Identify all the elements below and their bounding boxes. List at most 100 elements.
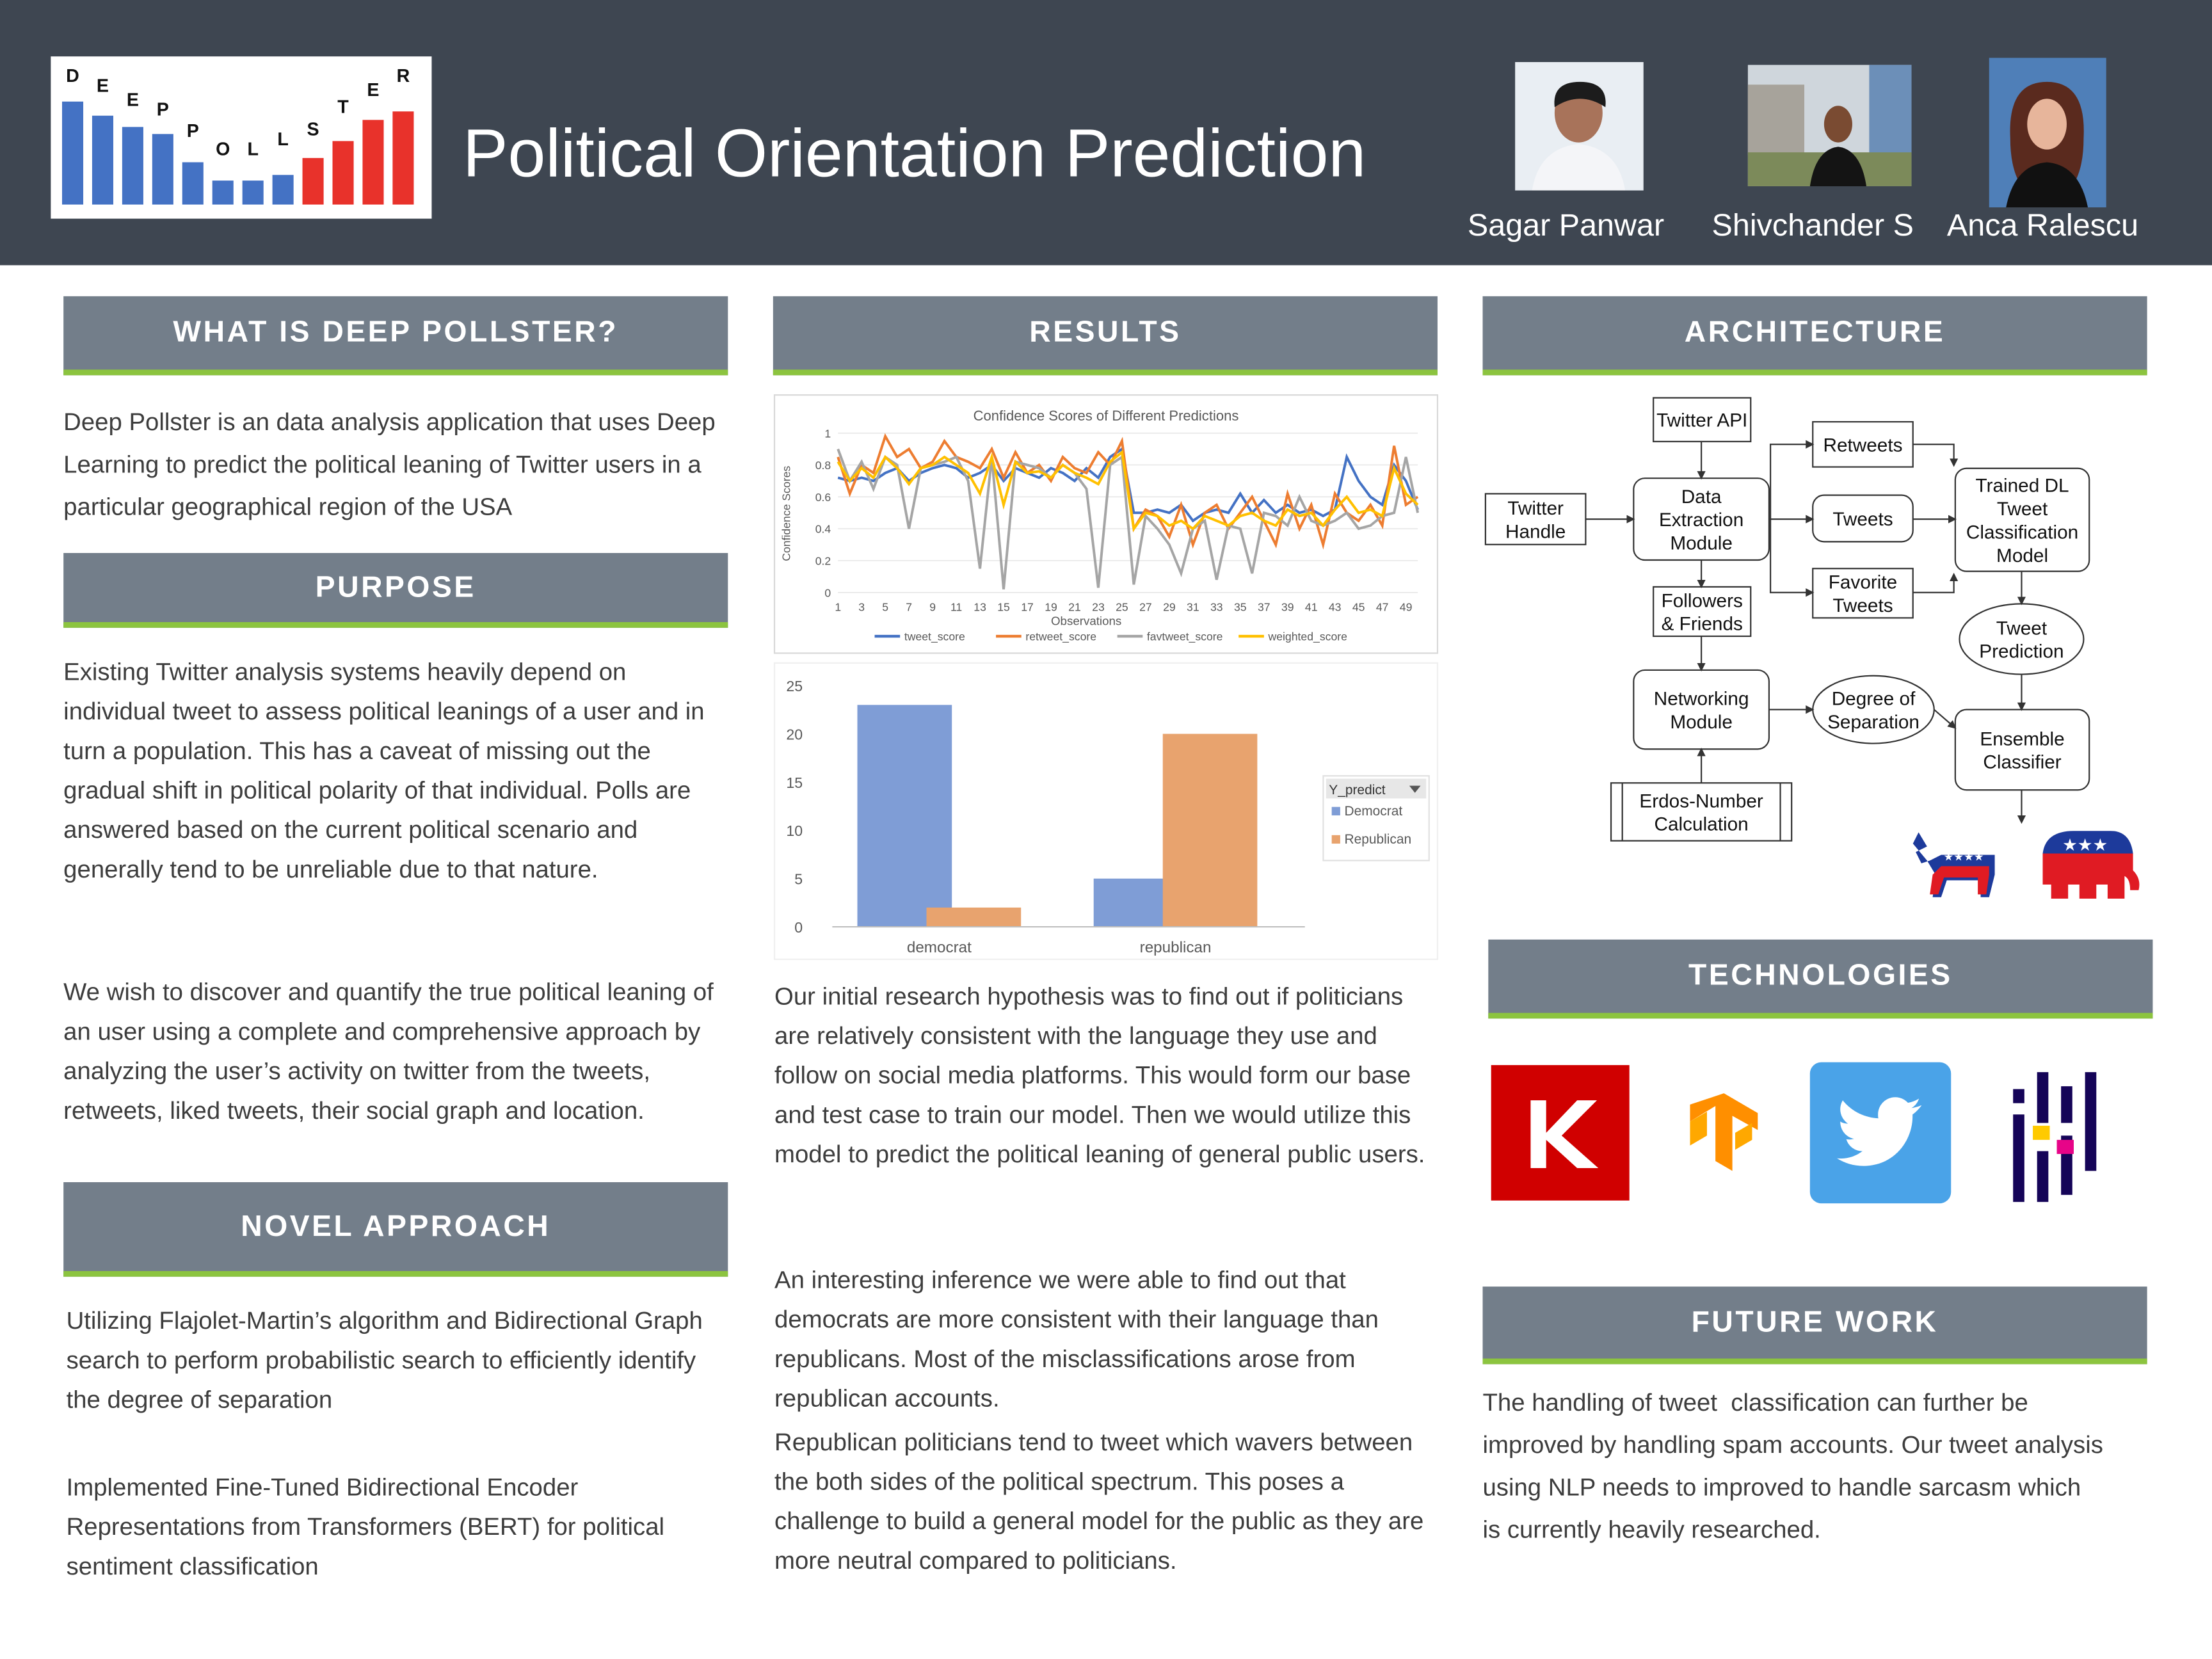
x-tick-label: 15 bbox=[997, 600, 1010, 613]
bar bbox=[857, 705, 952, 927]
paragraph: Implemented Fine-Tuned Bidirectional Enc… bbox=[66, 1473, 665, 1580]
pandas-logo bbox=[2013, 1072, 2097, 1202]
y-axis-label: Confidence Scores bbox=[780, 466, 792, 561]
paragraph: The handling of tweet classification can… bbox=[1482, 1388, 2110, 1544]
bar bbox=[926, 907, 1022, 927]
democrat-donkey: ★★★★ bbox=[1912, 832, 1995, 897]
paragraph: We wish to discover and quantify the tru… bbox=[63, 977, 714, 1125]
logo-letter: E bbox=[97, 76, 109, 96]
y-tick-label: 10 bbox=[786, 822, 803, 839]
logo-letter: D bbox=[66, 66, 79, 86]
section-heading: FUTURE WORK bbox=[1482, 1286, 2147, 1365]
logo-bar bbox=[152, 134, 173, 205]
legend-label: Democrat bbox=[1344, 804, 1402, 819]
diagram-node bbox=[1954, 709, 2090, 791]
x-tick-label: 47 bbox=[1376, 600, 1389, 613]
y-tick-label: 1 bbox=[824, 427, 831, 440]
y-tick-label: 0.8 bbox=[815, 459, 831, 472]
logo-letter: P bbox=[187, 121, 199, 141]
node-label: Tweet bbox=[1996, 618, 2048, 639]
legend-dropdown bbox=[1409, 785, 1421, 793]
legend-swatch bbox=[1331, 806, 1340, 815]
section-heading: WHAT IS DEEP POLLSTER? bbox=[63, 296, 728, 376]
logo-letter: O bbox=[216, 139, 230, 159]
node-label: Degree of bbox=[1832, 688, 1916, 709]
logo-bar bbox=[302, 157, 324, 205]
twitter-logo bbox=[1809, 1062, 1952, 1204]
node-label: Handle bbox=[1505, 521, 1566, 542]
node-label: Model bbox=[1996, 545, 2048, 566]
keras-logo bbox=[1491, 1065, 1630, 1201]
y-tick-label: 25 bbox=[786, 678, 803, 694]
logo-bar bbox=[272, 175, 294, 205]
tensorflow-logo bbox=[1690, 1093, 1758, 1171]
logo-letter: S bbox=[307, 120, 319, 140]
y-tick-label: 15 bbox=[786, 774, 803, 791]
node-label: Tweets bbox=[1832, 595, 1893, 616]
node-label: & Friends bbox=[1662, 614, 1743, 635]
diagram-arrow bbox=[1770, 440, 1815, 520]
node-label: Tweets bbox=[1832, 509, 1893, 530]
poster-title: Political Orientation Prediction bbox=[462, 116, 1366, 192]
svg-text:★★★★: ★★★★ bbox=[1943, 850, 1984, 863]
logo-letter: P bbox=[157, 100, 169, 120]
author-name: Shivchander S bbox=[1711, 207, 1914, 243]
node-label: Module bbox=[1670, 533, 1733, 554]
diagram-node bbox=[1653, 397, 1752, 442]
x-tick-label: democrat bbox=[907, 939, 972, 956]
x-tick-label: 23 bbox=[1092, 600, 1105, 613]
paragraph: Utilizing Flajolet-Martin’s algorithm an… bbox=[66, 1306, 703, 1414]
diagram-node bbox=[1959, 603, 2085, 675]
x-tick-label: 49 bbox=[1400, 600, 1413, 613]
x-tick-label: 33 bbox=[1210, 600, 1223, 613]
legend-label: tweet_score bbox=[904, 630, 965, 644]
x-tick-label: 13 bbox=[974, 600, 986, 613]
diagram-node bbox=[1812, 568, 1914, 619]
node-label: Trained DL bbox=[1976, 476, 2069, 497]
x-tick-label: 7 bbox=[906, 600, 912, 613]
diagram-arrow bbox=[1770, 519, 1815, 597]
author-photo bbox=[1747, 65, 1912, 186]
x-tick-label: 17 bbox=[1021, 600, 1034, 613]
republican-elephant: ★★★ bbox=[2042, 831, 2140, 899]
logo-bar bbox=[392, 111, 414, 205]
author-photo bbox=[1515, 61, 1644, 191]
x-tick-label: 35 bbox=[1234, 600, 1247, 613]
node-label: Tweet bbox=[1997, 499, 2048, 520]
logo-bar bbox=[212, 180, 234, 205]
diagram-node bbox=[1610, 782, 1793, 842]
x-tick-label: 31 bbox=[1187, 600, 1199, 613]
diagram-arrow bbox=[1934, 709, 1957, 729]
section-heading: ARCHITECTURE bbox=[1482, 296, 2147, 376]
author-name: Anca Ralescu bbox=[1946, 207, 2139, 243]
legend-title: Y_predict bbox=[1329, 783, 1386, 797]
y-tick-label: 0.4 bbox=[815, 523, 831, 536]
y-tick-label: 0 bbox=[794, 919, 803, 936]
x-tick-label: 43 bbox=[1329, 600, 1342, 613]
section-heading: PURPOSE bbox=[63, 553, 728, 628]
y-tick-label: 0 bbox=[824, 586, 831, 599]
data-line bbox=[837, 449, 1419, 533]
x-tick-label: 37 bbox=[1258, 600, 1270, 613]
logo-letter: R bbox=[397, 66, 410, 86]
paragraph: Our initial research hypothesis was to f… bbox=[774, 982, 1425, 1168]
diagram-node bbox=[1633, 669, 1770, 750]
legend-label: Republican bbox=[1344, 832, 1411, 847]
x-tick-label: 5 bbox=[882, 600, 888, 613]
legend-swatch bbox=[1331, 835, 1340, 844]
section-heading: RESULTS bbox=[773, 296, 1438, 376]
node-label: Extraction bbox=[1659, 509, 1743, 531]
node-label: Prediction bbox=[1979, 641, 2064, 662]
x-tick-label: 3 bbox=[858, 600, 865, 613]
logo-bar bbox=[122, 127, 143, 205]
author-photo bbox=[1989, 58, 2106, 208]
logo-bar bbox=[92, 115, 113, 205]
legend-label: weighted_score bbox=[1267, 630, 1347, 644]
section-heading: TECHNOLOGIES bbox=[1488, 939, 2153, 1019]
diagram-node bbox=[1812, 675, 1935, 744]
node-label: Ensemble bbox=[1980, 728, 2064, 749]
legend-label: retweet_score bbox=[1025, 630, 1096, 644]
